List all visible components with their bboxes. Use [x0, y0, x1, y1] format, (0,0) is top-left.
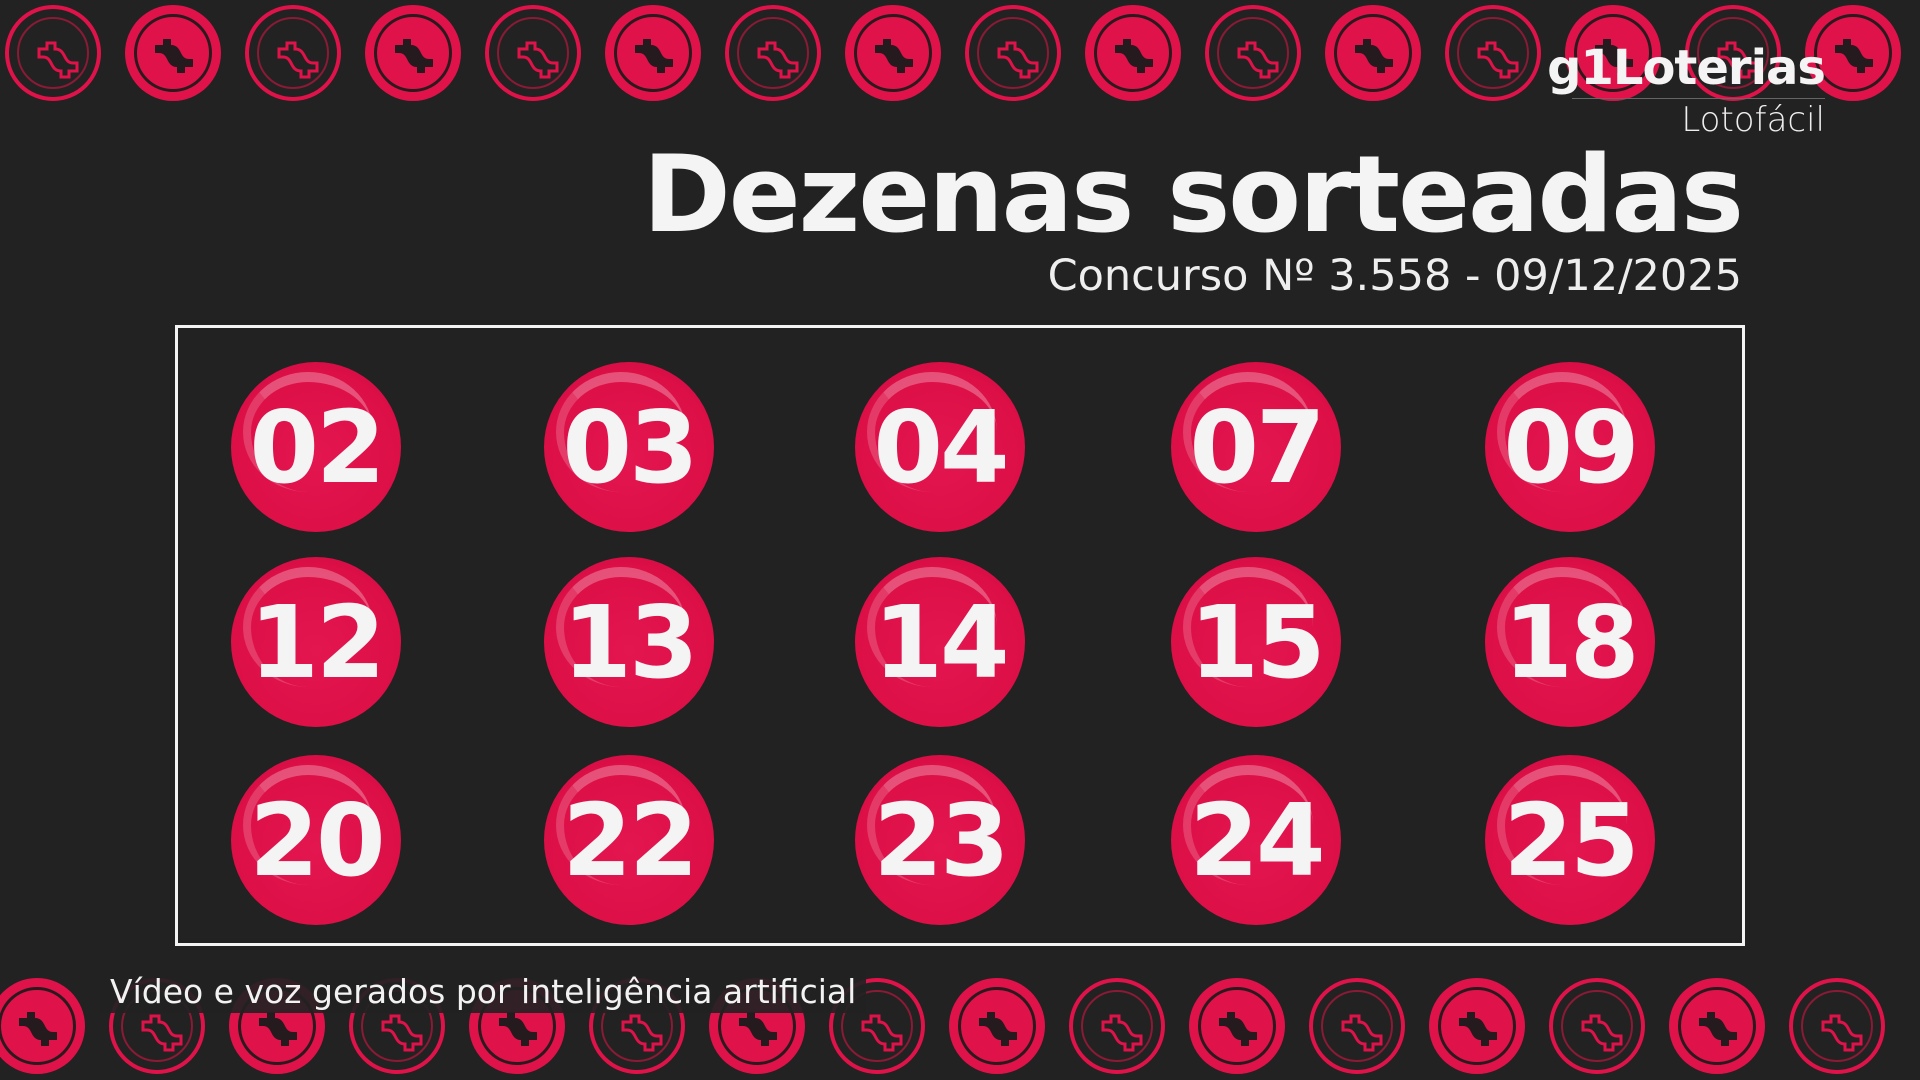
dollar-coin-icon	[1085, 5, 1181, 101]
drawn-number-ball: 25	[1485, 755, 1655, 925]
dollar-coin-icon	[949, 978, 1045, 1074]
drawn-number-ball: 03	[544, 362, 714, 532]
ball-number: 09	[1503, 388, 1639, 506]
drawn-number-ball: 04	[855, 362, 1025, 532]
contest-info: Concurso Nº 3.558 - 09/12/2025	[1047, 251, 1742, 301]
dollar-coin-icon	[605, 5, 701, 101]
ball-number: 03	[562, 388, 698, 506]
dollar-coin-icon	[1189, 978, 1285, 1074]
ai-disclaimer: Vídeo e voz gerados por inteligência art…	[100, 970, 867, 1013]
drawn-number-ball: 23	[855, 755, 1025, 925]
dollar-coin-icon	[725, 5, 821, 101]
dollar-coin-icon	[125, 5, 221, 101]
dollar-coin-icon	[1069, 978, 1165, 1074]
g1-loterias-logo: g1Loterias	[1547, 40, 1826, 96]
ball-number: 02	[249, 388, 385, 506]
ball-number: 12	[249, 583, 385, 701]
dollar-coin-icon	[1309, 978, 1405, 1074]
ball-number: 23	[873, 781, 1009, 899]
dollar-coin-icon	[1789, 978, 1885, 1074]
lottery-name: Lotofácil	[1681, 100, 1825, 140]
dollar-coin-icon	[365, 5, 461, 101]
dollar-coin-icon	[485, 5, 581, 101]
dollar-coin-icon	[0, 978, 85, 1074]
drawn-number-ball: 09	[1485, 362, 1655, 532]
dollar-coin-icon	[1325, 5, 1421, 101]
dollar-coin-icon	[1429, 978, 1525, 1074]
dollar-coin-icon	[1565, 5, 1661, 101]
ball-number: 18	[1503, 583, 1639, 701]
dollar-coin-icon	[1805, 5, 1901, 101]
ball-number: 24	[1189, 781, 1325, 899]
ball-number: 25	[1503, 781, 1639, 899]
drawn-number-ball: 07	[1171, 362, 1341, 532]
drawn-number-ball: 18	[1485, 557, 1655, 727]
ball-number: 22	[562, 781, 698, 899]
ball-number: 07	[1189, 388, 1325, 506]
dollar-coin-icon	[1669, 978, 1765, 1074]
drawn-number-ball: 13	[544, 557, 714, 727]
page-title: Dezenas sorteadas	[642, 133, 1744, 256]
drawn-number-ball: 14	[855, 557, 1025, 727]
logo-divider	[1572, 98, 1825, 99]
ball-number: 14	[873, 583, 1009, 701]
ball-number: 15	[1189, 583, 1325, 701]
ball-number: 20	[249, 781, 385, 899]
drawn-number-ball: 15	[1171, 557, 1341, 727]
dollar-coin-icon	[1445, 5, 1541, 101]
dollar-coin-icon	[5, 5, 101, 101]
dollar-coin-icon	[965, 5, 1061, 101]
dollar-coin-icon	[845, 5, 941, 101]
dollar-coin-icon	[1549, 978, 1645, 1074]
drawn-number-ball: 12	[231, 557, 401, 727]
dollar-coin-icon	[1205, 5, 1301, 101]
drawn-number-ball: 02	[231, 362, 401, 532]
ball-number: 13	[562, 583, 698, 701]
dollar-coin-icon	[829, 978, 925, 1074]
dollar-coin-icon	[245, 5, 341, 101]
numbers-board	[175, 325, 1745, 946]
ball-number: 04	[873, 388, 1009, 506]
drawn-number-ball: 22	[544, 755, 714, 925]
drawn-number-ball: 24	[1171, 755, 1341, 925]
drawn-number-ball: 20	[231, 755, 401, 925]
dollar-coin-icon	[1685, 5, 1781, 101]
